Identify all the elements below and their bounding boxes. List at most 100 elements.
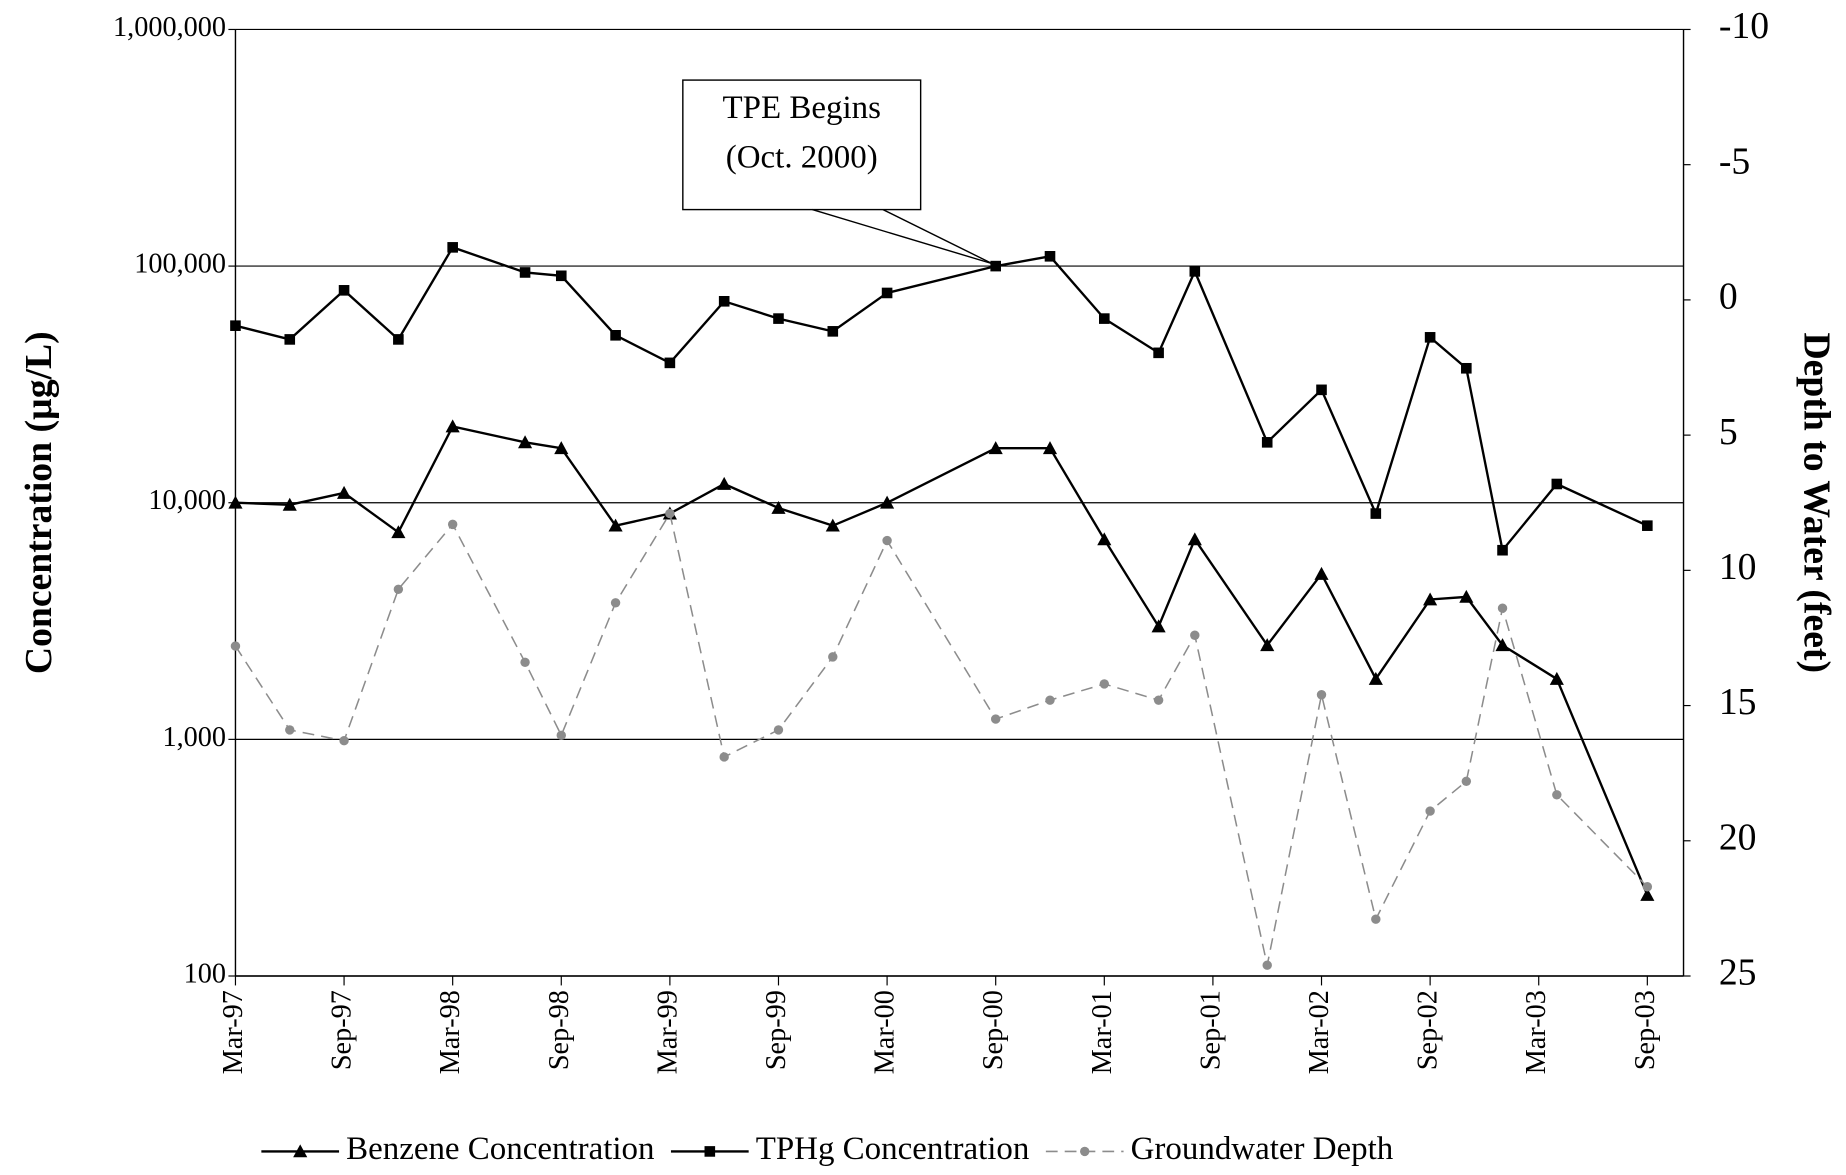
- data-line: [235, 425, 1649, 896]
- data-point: [1423, 592, 1438, 606]
- data-point: [1549, 671, 1564, 685]
- x-tick-label: Mar-99: [652, 990, 683, 1074]
- y2-tick-label: 5: [1719, 411, 1738, 453]
- data-point: [882, 535, 892, 546]
- data-point: [393, 334, 404, 345]
- data-point: [664, 357, 676, 369]
- data-point: [1187, 532, 1202, 546]
- data-point: [881, 287, 893, 299]
- annotation-text: TPE Begins: [723, 90, 881, 126]
- data-point: [1099, 313, 1110, 324]
- data-point: [1424, 332, 1436, 343]
- data-point: [520, 657, 530, 668]
- y-tick-label: 100: [184, 958, 226, 989]
- data-line: [235, 245, 1648, 553]
- annotation-arrow: [812, 208, 993, 265]
- legend-marker: [704, 1146, 716, 1157]
- data-point: [1497, 544, 1508, 556]
- data-point: [1153, 347, 1164, 359]
- data-point: [1099, 679, 1110, 689]
- annotation-box: [682, 79, 922, 211]
- data-point: [555, 270, 567, 282]
- legend-label: Benzene Concentration: [346, 1131, 654, 1167]
- x-tick-label: Sep-98: [544, 990, 575, 1070]
- data-point: [990, 714, 1001, 724]
- data-point: [1459, 589, 1474, 603]
- data-point: [447, 242, 458, 253]
- data-point: [445, 419, 460, 433]
- legend-label: TPHg Concentration: [756, 1131, 1030, 1167]
- data-point: [1316, 690, 1327, 700]
- x-tick-label: Sep-01: [1195, 990, 1226, 1070]
- data-point: [1042, 441, 1058, 455]
- data-point: [1261, 437, 1273, 448]
- data-point: [1495, 638, 1510, 652]
- data-point: [447, 519, 458, 530]
- x-tick-label: Sep-03: [1630, 990, 1661, 1070]
- data-point: [518, 435, 533, 449]
- data-point: [1461, 362, 1472, 374]
- y-tick-label: 100,000: [134, 249, 226, 280]
- data-point: [337, 485, 352, 499]
- x-tick-label: Sep-97: [327, 990, 358, 1070]
- series: [228, 419, 1655, 901]
- data-point: [519, 267, 531, 278]
- data-point: [1461, 776, 1472, 786]
- y2-tick-label: 10: [1719, 546, 1757, 588]
- data-point: [1189, 266, 1201, 277]
- data-point: [773, 313, 784, 324]
- legend: Benzene Concentration TPHg Concentration G…: [261, 1131, 1394, 1167]
- y-tick-label: 1,000,000: [113, 12, 226, 43]
- data-point: [988, 441, 1003, 455]
- x-tick-label: Mar-03: [1521, 990, 1552, 1074]
- data-point: [1640, 887, 1655, 901]
- data-point: [230, 320, 241, 331]
- x-tick-label: Mar-01: [1087, 990, 1118, 1074]
- data-point: [1425, 806, 1435, 816]
- data-point: [1497, 603, 1508, 613]
- data-point: [1153, 695, 1164, 705]
- data-point: [719, 752, 729, 762]
- series: [230, 242, 1653, 556]
- y2-tick-label: -10: [1719, 5, 1769, 47]
- data-point: [1316, 384, 1327, 396]
- data-point: [717, 476, 732, 490]
- data-point: [1552, 790, 1562, 800]
- data-point: [1045, 695, 1055, 705]
- y2-tick-label: 25: [1719, 952, 1757, 994]
- y-tick-label: 10,000: [148, 485, 226, 516]
- annotation: TPE Begins (Oct. 2000): [682, 79, 993, 265]
- annotation-arrow: [882, 208, 993, 265]
- data-point: [827, 326, 839, 337]
- data-point: [339, 736, 349, 746]
- x-tick-label: Sep-02: [1413, 990, 1444, 1070]
- y2-tick-label: 0: [1719, 276, 1738, 318]
- data-point: [556, 730, 566, 741]
- data-point: [771, 500, 786, 514]
- data-point: [773, 725, 784, 735]
- data-point: [610, 598, 621, 608]
- x-tick-label: Mar-00: [870, 990, 901, 1074]
- data-point: [1370, 508, 1382, 519]
- data-point: [610, 329, 621, 341]
- data-line: [234, 511, 1648, 966]
- data-point: [1642, 882, 1653, 892]
- data-point: [1044, 251, 1056, 262]
- x-tick-label: Sep-00: [978, 990, 1009, 1070]
- y-axis-title: Concentration (µg/L): [18, 331, 60, 674]
- data-point: [282, 497, 297, 511]
- x-tick-label: Mar-97: [218, 990, 249, 1074]
- data-point: [393, 584, 404, 594]
- y2-tick-label: 15: [1719, 681, 1757, 723]
- data-point: [1371, 914, 1381, 924]
- data-point: [1642, 520, 1653, 531]
- data-point: [1368, 671, 1383, 685]
- y2-tick-label: 20: [1719, 816, 1757, 858]
- data-point: [718, 295, 730, 307]
- data-point: [990, 260, 1001, 272]
- data-point: [608, 518, 623, 532]
- data-point: [1151, 619, 1166, 633]
- y2-axis-title: Depth to Water (feet): [1795, 332, 1837, 673]
- data-point: [1262, 960, 1272, 970]
